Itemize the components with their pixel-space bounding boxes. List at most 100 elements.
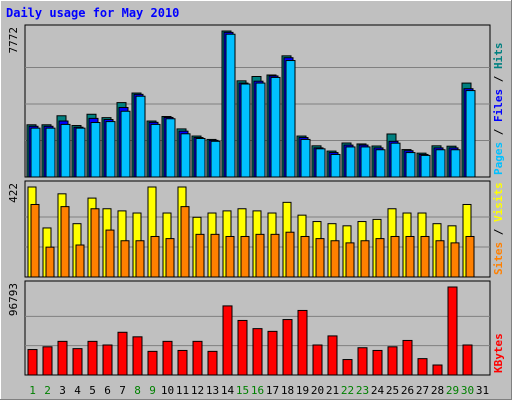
day-label-10: 10 bbox=[161, 384, 174, 397]
bar-sites-day-13 bbox=[210, 233, 220, 278]
bar-sites-day-29 bbox=[450, 242, 460, 278]
bar-kbytes-day-22 bbox=[342, 359, 353, 376]
bar-sites-day-20 bbox=[315, 238, 325, 278]
bar-kbytes-day-6 bbox=[102, 344, 113, 376]
panel-visits-sites: 422 Sites / Visits bbox=[7, 180, 505, 278]
y-max-label: 96793 bbox=[7, 283, 20, 316]
bar-sites-day-19 bbox=[300, 235, 310, 278]
bar-kbytes-day-1 bbox=[27, 349, 38, 376]
bar-kbytes-day-25 bbox=[387, 346, 398, 376]
x-axis-day-labels: 1 2 3 4 5 6 7 8 9 10 11 12 13 14 15 16 17 18 19 20 21 22 23 24 2… bbox=[29, 384, 489, 397]
series-label-part: / bbox=[492, 122, 505, 142]
day-label-13: 13 bbox=[206, 384, 219, 397]
bar-sites-day-1 bbox=[30, 203, 40, 278]
bar-kbytes-day-16 bbox=[252, 328, 263, 376]
bar-sites-day-28 bbox=[435, 240, 445, 278]
day-label-23: 23 bbox=[356, 384, 369, 397]
bar-pages-day-17 bbox=[270, 76, 281, 178]
day-label-27: 27 bbox=[416, 384, 429, 397]
bar-pages-day-30 bbox=[465, 90, 476, 178]
day-label-19: 19 bbox=[296, 384, 309, 397]
bar-kbytes-day-28 bbox=[432, 364, 443, 376]
day-label-21: 21 bbox=[326, 384, 339, 397]
bar-kbytes-day-7 bbox=[117, 331, 128, 376]
series-label-part: Hits bbox=[492, 43, 505, 70]
day-label-26: 26 bbox=[401, 384, 414, 397]
bar-pages-day-28 bbox=[435, 149, 446, 178]
bar-kbytes-day-21 bbox=[327, 335, 338, 376]
bar-pages-day-2 bbox=[45, 127, 56, 178]
day-label-31: 31 bbox=[476, 384, 489, 397]
bar-kbytes-day-15 bbox=[237, 319, 248, 376]
bar-kbytes-day-27 bbox=[417, 358, 428, 376]
bar-kbytes-day-5 bbox=[87, 340, 98, 376]
day-label-28: 28 bbox=[431, 384, 444, 397]
bar-sites-day-27 bbox=[420, 235, 430, 278]
series-label-part: KBytes bbox=[492, 333, 505, 373]
bar-kbytes-day-2 bbox=[42, 346, 53, 376]
bar-sites-day-25 bbox=[390, 235, 400, 278]
series-label-part: Pages bbox=[492, 142, 505, 175]
bar-pages-day-18 bbox=[285, 60, 296, 178]
day-label-25: 25 bbox=[386, 384, 399, 397]
bar-pages-day-3 bbox=[60, 123, 71, 178]
bar-pages-day-1 bbox=[30, 127, 41, 178]
bar-sites-day-24 bbox=[375, 238, 385, 278]
day-label-7: 7 bbox=[119, 384, 126, 397]
day-label-16: 16 bbox=[251, 384, 264, 397]
day-label-9: 9 bbox=[149, 384, 156, 397]
y-max-label: 7772 bbox=[7, 27, 20, 54]
chart-panels: 7772 Pages / Files / Hits 422 Sites / Visit… bbox=[7, 24, 505, 376]
day-label-30: 30 bbox=[461, 384, 474, 397]
panel-kbytes: 96793 KBytes bbox=[7, 280, 505, 376]
bar-kbytes-day-10 bbox=[162, 340, 173, 376]
bar-pages-day-19 bbox=[300, 138, 311, 178]
day-label-20: 20 bbox=[311, 384, 324, 397]
bar-pages-day-23 bbox=[360, 146, 371, 178]
bar-pages-day-16 bbox=[255, 82, 266, 178]
bar-kbytes-day-17 bbox=[267, 330, 278, 376]
day-label-4: 4 bbox=[74, 384, 81, 397]
bar-pages-day-8 bbox=[135, 95, 146, 178]
bar-pages-day-15 bbox=[240, 83, 251, 178]
bar-kbytes-day-13 bbox=[207, 350, 218, 376]
bar-sites-day-17 bbox=[270, 233, 280, 278]
bar-kbytes-day-11 bbox=[177, 349, 188, 376]
bar-pages-day-4 bbox=[75, 127, 86, 178]
bar-kbytes-day-14 bbox=[222, 305, 233, 376]
series-label-part: Files bbox=[492, 89, 505, 122]
bar-pages-day-20 bbox=[315, 148, 326, 178]
bar-kbytes-day-8 bbox=[132, 336, 143, 376]
bar-sites-day-30 bbox=[465, 235, 475, 278]
bar-pages-day-5 bbox=[90, 122, 101, 178]
bar-sites-day-18 bbox=[285, 231, 295, 278]
bar-sites-day-4 bbox=[75, 244, 85, 278]
bar-sites-day-23 bbox=[360, 240, 370, 278]
day-label-6: 6 bbox=[104, 384, 111, 397]
bar-sites-day-6 bbox=[105, 229, 115, 278]
day-label-22: 22 bbox=[341, 384, 354, 397]
series-label-part: / bbox=[492, 222, 505, 242]
bar-pages-day-13 bbox=[210, 140, 221, 178]
bar-sites-day-12 bbox=[195, 233, 205, 278]
bar-pages-day-9 bbox=[150, 123, 161, 178]
day-label-18: 18 bbox=[281, 384, 294, 397]
bar-pages-day-12 bbox=[195, 137, 206, 178]
series-label-part: Sites bbox=[492, 242, 505, 275]
series-axis-label: Pages / Files / Hits bbox=[492, 43, 505, 176]
bar-sites-day-10 bbox=[165, 238, 175, 278]
bar-pages-day-22 bbox=[345, 146, 356, 178]
day-label-5: 5 bbox=[89, 384, 96, 397]
panel-hits-files-pages: 7772 Pages / Files / Hits bbox=[7, 24, 505, 178]
bar-kbytes-day-19 bbox=[297, 309, 308, 376]
bar-kbytes-day-20 bbox=[312, 344, 323, 376]
bar-sites-day-8 bbox=[135, 240, 145, 278]
bar-pages-day-11 bbox=[180, 133, 191, 178]
day-label-12: 12 bbox=[191, 384, 204, 397]
day-label-3: 3 bbox=[59, 384, 66, 397]
bar-kbytes-day-24 bbox=[372, 349, 383, 376]
day-label-2: 2 bbox=[44, 384, 51, 397]
bar-sites-day-14 bbox=[225, 235, 235, 278]
day-label-15: 15 bbox=[236, 384, 249, 397]
